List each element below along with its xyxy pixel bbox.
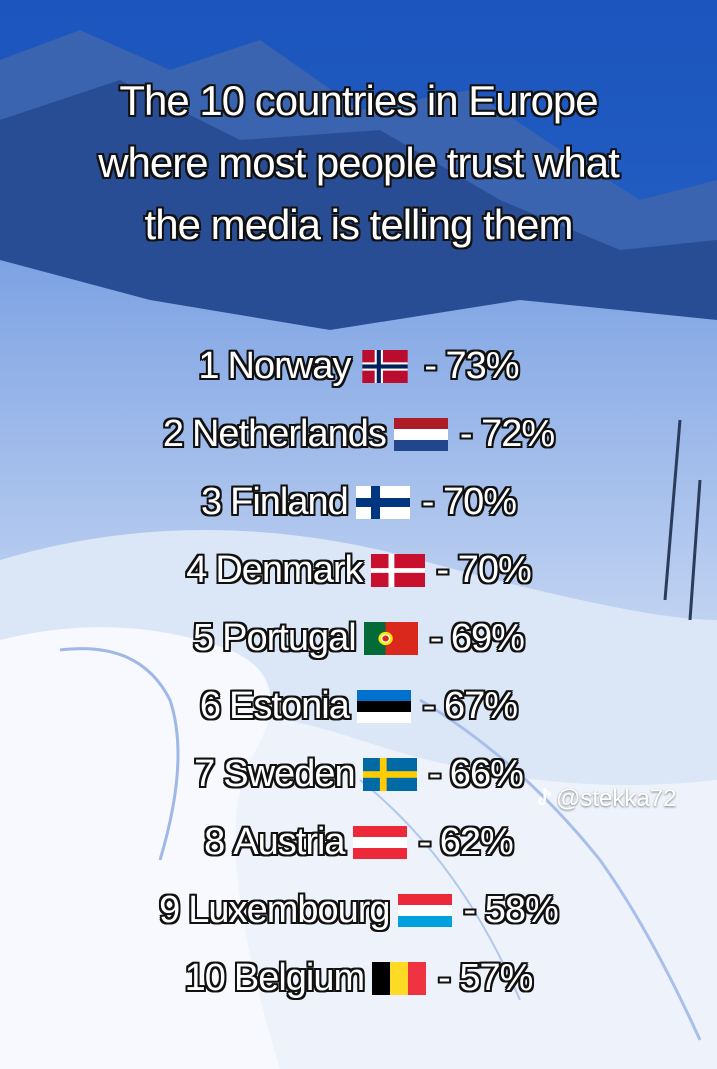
tiktok-icon bbox=[535, 787, 553, 809]
tiktok-watermark: @stekka72 bbox=[535, 785, 676, 813]
country-name: Estonia bbox=[229, 684, 350, 727]
rank-number: 3 bbox=[200, 480, 222, 523]
rank-number: 1 bbox=[198, 344, 219, 387]
trust-percentage: - 70% bbox=[436, 548, 532, 591]
estonia-flag-icon bbox=[356, 689, 411, 723]
belgium-flag-icon bbox=[372, 961, 427, 995]
country-name: Sweden bbox=[223, 752, 355, 795]
title-line-3: the media is telling them bbox=[144, 201, 574, 248]
country-name: Austria bbox=[233, 820, 345, 863]
austria-flag-icon bbox=[352, 825, 407, 859]
rank-number: 10 bbox=[184, 956, 226, 999]
denmark-flag-icon bbox=[370, 553, 425, 587]
ranking-row: 3 Finland - 70% bbox=[0, 468, 717, 536]
rank-number: 2 bbox=[162, 412, 184, 455]
country-name: Luxembourg bbox=[188, 888, 390, 931]
norway-flag-icon bbox=[358, 349, 412, 383]
country-name: Finland bbox=[230, 480, 349, 523]
ranking-row: 9 Luxembourg - 58% bbox=[0, 876, 717, 944]
sweden-flag-icon bbox=[362, 757, 417, 791]
title-line-2: where most people trust what bbox=[98, 139, 620, 186]
ranking-row: 4 Denmark - 70% bbox=[0, 536, 717, 604]
rank-number: 5 bbox=[193, 616, 214, 659]
netherlands-flag-icon bbox=[393, 417, 448, 451]
trust-percentage: - 58% bbox=[463, 888, 559, 931]
trust-percentage: - 67% bbox=[422, 684, 518, 727]
rank-number: 4 bbox=[186, 548, 207, 591]
portugal-flag-icon bbox=[363, 621, 418, 655]
finland-flag-icon bbox=[355, 485, 410, 519]
country-name: Belgium bbox=[233, 956, 365, 999]
ranking-list: 1 Norway - 73% 2 Netherlands - 72% 3 Fin… bbox=[0, 332, 717, 1012]
rank-number: 9 bbox=[159, 888, 180, 931]
ranking-row: 6 Estonia - 67% bbox=[0, 672, 717, 740]
country-name: Denmark bbox=[215, 548, 363, 591]
rank-number: 6 bbox=[199, 684, 221, 727]
ranking-row: 2 Netherlands - 72% bbox=[0, 400, 717, 468]
ranking-row: 10 Belgium - 57% bbox=[0, 944, 717, 1012]
luxembourg-flag-icon bbox=[397, 893, 452, 927]
country-name: Norway bbox=[227, 344, 352, 387]
ranking-row: 7 Sweden - 66% bbox=[0, 740, 717, 808]
country-name: Netherlands bbox=[191, 412, 387, 455]
trust-percentage: - 72% bbox=[459, 412, 555, 455]
trust-percentage: - 57% bbox=[438, 956, 533, 999]
rank-number: 7 bbox=[194, 752, 215, 795]
trust-percentage: - 73% bbox=[424, 344, 519, 387]
ranking-row: 8 Austria - 62% bbox=[0, 808, 717, 876]
title-line-1: The 10 countries in Europe bbox=[119, 77, 598, 124]
infographic-title: The 10 countries in Europe where most pe… bbox=[0, 70, 717, 256]
ranking-row: 5 Portugal - 69% bbox=[0, 604, 717, 672]
ranking-row: 1 Norway - 73% bbox=[0, 332, 717, 400]
watermark-handle: @stekka72 bbox=[556, 785, 677, 812]
trust-percentage: - 70% bbox=[421, 480, 517, 523]
rank-number: 8 bbox=[204, 820, 225, 863]
trust-percentage: - 62% bbox=[418, 820, 514, 863]
country-name: Portugal bbox=[222, 616, 357, 659]
trust-percentage: - 66% bbox=[428, 752, 524, 795]
trust-percentage: - 69% bbox=[429, 616, 525, 659]
